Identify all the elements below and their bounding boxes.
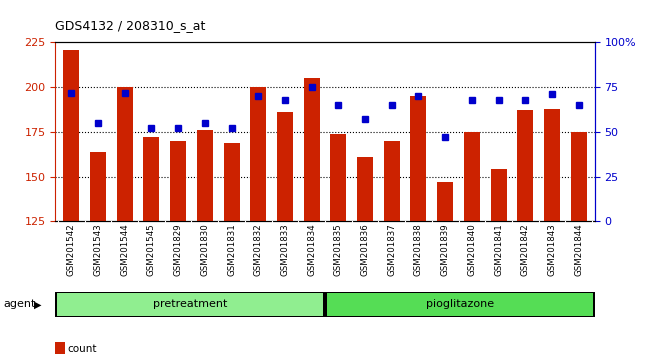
Text: GSM201844: GSM201844	[574, 223, 583, 276]
Text: GSM201830: GSM201830	[200, 223, 209, 276]
Text: GSM201834: GSM201834	[307, 223, 316, 276]
Text: pretreatment: pretreatment	[153, 299, 228, 309]
Text: GSM201840: GSM201840	[467, 223, 476, 276]
Text: GSM201831: GSM201831	[227, 223, 236, 276]
Bar	[491, 170, 506, 221]
Text: GDS4132 / 208310_s_at: GDS4132 / 208310_s_at	[55, 19, 205, 32]
Bar	[384, 141, 400, 221]
Bar	[224, 143, 240, 221]
Bar	[90, 152, 106, 221]
Bar	[544, 109, 560, 221]
Bar	[63, 50, 79, 221]
Bar	[437, 182, 453, 221]
Text: GSM201832: GSM201832	[254, 223, 263, 276]
Text: GSM201835: GSM201835	[334, 223, 343, 276]
Text: GSM201839: GSM201839	[441, 223, 450, 276]
Text: GSM201829: GSM201829	[174, 223, 183, 276]
Bar	[117, 87, 133, 221]
Bar	[464, 132, 480, 221]
Text: GSM201841: GSM201841	[494, 223, 503, 276]
Bar	[410, 96, 426, 221]
Text: GSM201836: GSM201836	[361, 223, 370, 276]
Bar	[277, 112, 293, 221]
Bar	[357, 157, 373, 221]
Bar	[571, 132, 587, 221]
Text: GSM201544: GSM201544	[120, 223, 129, 276]
Text: ▶: ▶	[34, 299, 42, 309]
Text: GSM201837: GSM201837	[387, 223, 396, 276]
Bar	[57, 293, 324, 316]
Text: GSM201842: GSM201842	[521, 223, 530, 276]
Bar	[170, 141, 186, 221]
Text: GSM201833: GSM201833	[280, 223, 289, 276]
Bar	[250, 87, 266, 221]
Text: agent: agent	[3, 299, 36, 309]
Text: pioglitazone: pioglitazone	[426, 299, 494, 309]
Bar	[197, 130, 213, 221]
Bar	[144, 137, 159, 221]
Bar	[330, 134, 346, 221]
Bar	[517, 110, 533, 221]
Text: GSM201542: GSM201542	[67, 223, 76, 276]
Text: GSM201838: GSM201838	[414, 223, 423, 276]
Text: GSM201843: GSM201843	[547, 223, 556, 276]
Text: GSM201543: GSM201543	[94, 223, 103, 276]
Bar	[304, 78, 320, 221]
Text: count: count	[67, 344, 96, 354]
Text: GSM201545: GSM201545	[147, 223, 156, 276]
Bar	[326, 293, 593, 316]
